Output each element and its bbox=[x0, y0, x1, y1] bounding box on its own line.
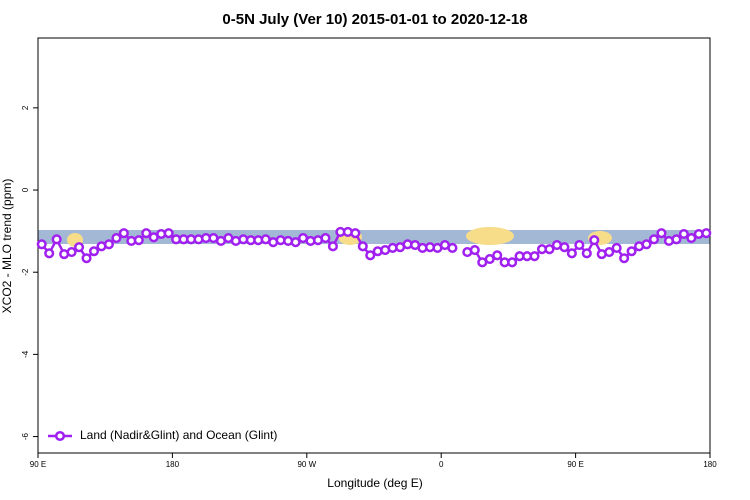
y-tick-label: -2 bbox=[21, 268, 30, 276]
x-tick-label: 0 bbox=[439, 460, 444, 469]
data-point bbox=[507, 257, 518, 268]
data-point bbox=[701, 228, 712, 239]
y-axis-label: XCO2 - MLO trend (ppm) bbox=[0, 179, 14, 314]
data-point bbox=[357, 241, 368, 252]
data-point bbox=[678, 228, 689, 240]
y-tick-label: -6 bbox=[21, 432, 30, 440]
x-tick-label: 180 bbox=[703, 460, 717, 469]
x-tick-label: 90 E bbox=[30, 460, 46, 469]
data-point bbox=[88, 246, 100, 257]
data-point bbox=[320, 233, 331, 244]
data-point bbox=[118, 228, 129, 239]
data-point bbox=[641, 239, 652, 250]
data-point bbox=[648, 234, 660, 245]
data-point bbox=[350, 228, 361, 239]
x-tick-label: 180 bbox=[166, 460, 180, 469]
data-point bbox=[611, 242, 622, 254]
x-tick-label: 90 W bbox=[297, 460, 316, 469]
data-point bbox=[51, 234, 62, 245]
data-point bbox=[36, 239, 47, 250]
data-point bbox=[566, 248, 577, 259]
x-tick-label: 90 E bbox=[567, 460, 583, 469]
data-point bbox=[574, 240, 585, 251]
data-point bbox=[619, 253, 630, 264]
data-point bbox=[111, 233, 122, 244]
data-point bbox=[469, 244, 480, 256]
data-point bbox=[492, 250, 503, 261]
data-point bbox=[484, 254, 495, 265]
data-point bbox=[559, 242, 570, 253]
data-point bbox=[529, 251, 540, 262]
data-point bbox=[290, 237, 301, 248]
data-point bbox=[74, 242, 85, 253]
data-point bbox=[44, 248, 55, 259]
data-point bbox=[81, 253, 92, 264]
data-point bbox=[447, 242, 458, 254]
y-tick-label: 2 bbox=[21, 105, 30, 110]
legend-marker bbox=[54, 430, 66, 442]
data-point bbox=[103, 239, 114, 250]
data-point bbox=[133, 235, 144, 246]
data-point bbox=[686, 233, 697, 244]
data-point bbox=[656, 228, 667, 239]
data-point bbox=[163, 228, 174, 239]
y-tick-label: 0 bbox=[21, 187, 30, 192]
chart-title: 0-5N July (Ver 10) 2015-01-01 to 2020-12… bbox=[222, 11, 527, 28]
data-point bbox=[589, 235, 600, 246]
data-point bbox=[365, 250, 376, 261]
x-axis-label: Longitude (deg E) bbox=[327, 476, 422, 490]
data-point bbox=[66, 247, 77, 258]
data-point bbox=[604, 247, 615, 258]
data-point bbox=[141, 228, 152, 239]
legend-label: Land (Nadir&Glint) and Ocean (Glint) bbox=[80, 428, 277, 442]
data-point bbox=[671, 234, 682, 245]
data-point bbox=[626, 246, 637, 257]
data-point bbox=[581, 248, 592, 259]
data-point bbox=[544, 244, 555, 255]
y-tick-label: -4 bbox=[21, 350, 30, 358]
data-point bbox=[327, 241, 338, 252]
